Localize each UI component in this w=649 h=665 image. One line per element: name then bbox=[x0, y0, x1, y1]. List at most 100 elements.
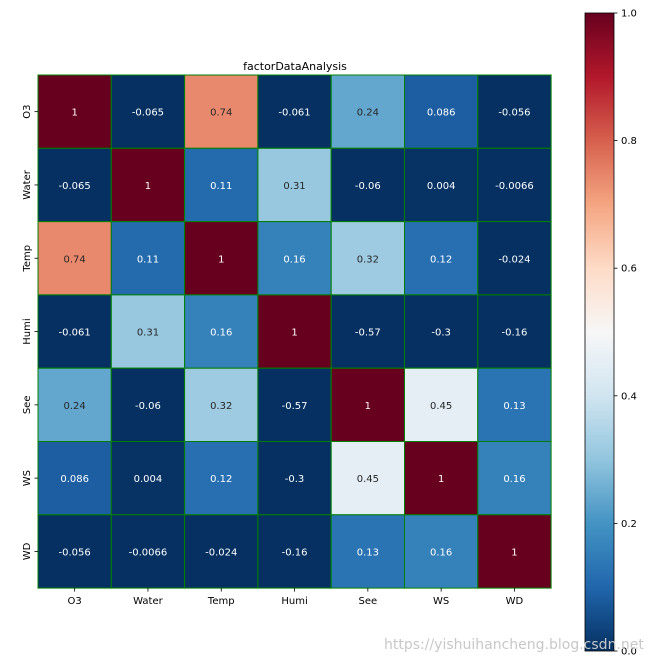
colorbar-tick-label-0.6: 0.6 bbox=[621, 264, 637, 275]
cell-label-Humi-O3: -0.061 bbox=[59, 328, 91, 339]
x-tick-label-See: See bbox=[359, 596, 378, 607]
cell-label-WD-WD: 1 bbox=[511, 547, 517, 558]
chart-title: factorDataAnalysis bbox=[243, 60, 347, 73]
heatmap-cell-Temp-Humi bbox=[257, 221, 332, 296]
heatmap-cell-Humi-WS bbox=[404, 294, 479, 369]
y-axis-ticks: O3 Water Temp Humi See WS WD bbox=[22, 105, 38, 560]
y-tick-label-Temp: Temp bbox=[22, 245, 33, 273]
watermark-text: https://yishuihancheng.blog.csdn.net bbox=[384, 637, 644, 653]
cell-label-Water-See: -0.06 bbox=[355, 181, 381, 192]
heatmap-cell-O3-Humi bbox=[257, 74, 332, 149]
cell-label-Water-O3: -0.065 bbox=[59, 181, 91, 192]
cell-label-O3-See: 0.24 bbox=[357, 108, 379, 119]
cell-label-O3-O3: 1 bbox=[71, 108, 77, 119]
y-tick-label-Water: Water bbox=[22, 169, 33, 199]
y-tick-label-O3: O3 bbox=[22, 105, 33, 119]
heatmap-cell-WD-WS bbox=[404, 514, 479, 589]
cell-label-O3-Water: -0.065 bbox=[132, 108, 164, 119]
x-tick-label-Water: Water bbox=[133, 596, 163, 607]
cell-label-See-Humi: -0.57 bbox=[282, 401, 308, 412]
cell-label-Water-WD: -0.0066 bbox=[495, 181, 534, 192]
heatmap-cell-Humi-Water bbox=[110, 294, 186, 369]
x-axis-ticks: O3 Water Temp Humi See WS WD bbox=[68, 588, 524, 607]
cell-label-Temp-WS: 0.12 bbox=[430, 254, 452, 265]
cell-label-WD-Humi: -0.16 bbox=[282, 547, 308, 558]
cell-label-Water-Humi: 0.31 bbox=[283, 181, 305, 192]
cell-label-Humi-Temp: 0.16 bbox=[210, 328, 232, 339]
heatmap-cell-WS-See bbox=[330, 441, 406, 516]
heatmap-cell-WS-WD bbox=[477, 441, 552, 516]
y-tick-label-WD: WD bbox=[22, 542, 33, 560]
heatmap-cells bbox=[37, 74, 552, 589]
cell-label-WS-Temp: 0.12 bbox=[210, 474, 232, 485]
cell-label-Humi-See: -0.57 bbox=[355, 328, 381, 339]
y-tick-label-WS: WS bbox=[22, 470, 33, 486]
heatmap-cell-O3-See bbox=[330, 74, 406, 149]
heatmap-cell-WS-Temp bbox=[184, 441, 259, 516]
colorbar-tick-label-0.8: 0.8 bbox=[621, 136, 637, 147]
heatmap-cell-Water-Temp bbox=[184, 147, 259, 223]
x-tick-label-Temp: Temp bbox=[207, 596, 235, 607]
x-tick-label-WD: WD bbox=[506, 596, 524, 607]
cell-label-WS-See: 0.45 bbox=[357, 474, 379, 485]
cell-label-Temp-Water: 0.11 bbox=[137, 254, 159, 265]
colorbar-gradient bbox=[584, 12, 615, 652]
heatmap-cell-Temp-See bbox=[330, 221, 406, 296]
cell-label-WS-WS: 1 bbox=[438, 474, 444, 485]
cell-label-WD-O3: -0.056 bbox=[59, 547, 91, 558]
cell-label-Temp-Humi: 0.16 bbox=[283, 254, 305, 265]
heatmap-cell-WD-See bbox=[330, 514, 406, 589]
cell-label-Temp-See: 0.32 bbox=[357, 254, 379, 265]
cell-label-O3-WS: 0.086 bbox=[427, 108, 456, 119]
heatmap-cell-WD-O3 bbox=[37, 514, 112, 589]
y-tick-label-Humi: Humi bbox=[22, 318, 33, 344]
cell-label-WS-Humi: -0.3 bbox=[285, 474, 305, 485]
heatmap-cell-Temp-WS bbox=[404, 221, 479, 296]
heatmap-cell-Humi-Humi bbox=[257, 294, 332, 369]
heatmap-cell-WS-Humi bbox=[257, 441, 332, 516]
colorbar-tick-label-0.4: 0.4 bbox=[621, 391, 637, 402]
heatmap-cell-O3-WS bbox=[404, 74, 479, 149]
cell-label-WS-WD: 0.16 bbox=[503, 474, 525, 485]
colorbar-tick-label-0.2: 0.2 bbox=[621, 519, 637, 530]
cell-label-Temp-O3: 0.74 bbox=[64, 254, 86, 265]
cell-label-WD-Water: -0.0066 bbox=[129, 547, 168, 558]
heatmap-cell-Temp-WD bbox=[477, 221, 552, 296]
cell-label-Humi-WS: -0.3 bbox=[431, 328, 451, 339]
heatmap-cell-Water-See bbox=[330, 147, 406, 223]
cell-label-Water-Water: 1 bbox=[145, 181, 151, 192]
cell-label-See-See: 1 bbox=[365, 401, 371, 412]
heatmap-cell-See-WD bbox=[477, 367, 552, 443]
cell-label-Temp-Temp: 1 bbox=[218, 254, 224, 265]
cell-label-See-WS: 0.45 bbox=[430, 401, 452, 412]
heatmap-cell-WD-Temp bbox=[184, 514, 259, 589]
heatmap-cell-O3-Water bbox=[110, 74, 186, 149]
cell-label-WD-WS: 0.16 bbox=[430, 547, 452, 558]
heatmap-cell-O3-O3 bbox=[37, 74, 112, 149]
cell-label-See-Temp: 0.32 bbox=[210, 401, 232, 412]
colorbar: 0.0 0.2 0.4 0.6 0.8 1.0 bbox=[584, 9, 637, 658]
cell-label-Humi-WD: -0.16 bbox=[502, 328, 528, 339]
cell-label-Water-WS: 0.004 bbox=[427, 181, 456, 192]
heatmap-cell-Temp-Temp bbox=[184, 221, 259, 296]
x-tick-label-Humi: Humi bbox=[281, 596, 307, 607]
heatmap-cell-Water-WS bbox=[404, 147, 479, 223]
heatmap-cell-Temp-Water bbox=[110, 221, 186, 296]
x-tick-label-WS: WS bbox=[433, 596, 449, 607]
heatmap-cell-O3-Temp bbox=[184, 74, 259, 149]
cell-label-Temp-WD: -0.024 bbox=[498, 254, 530, 265]
cell-label-See-O3: 0.24 bbox=[64, 401, 86, 412]
heatmap-cell-See-O3 bbox=[37, 367, 112, 443]
y-tick-label-See: See bbox=[22, 396, 33, 415]
cell-label-Humi-Water: 0.31 bbox=[137, 328, 159, 339]
heatmap-cell-See-Temp bbox=[184, 367, 259, 443]
cell-label-Humi-Humi: 1 bbox=[291, 328, 297, 339]
heatmap-cell-Humi-O3 bbox=[37, 294, 112, 369]
cell-label-O3-Humi: -0.061 bbox=[278, 108, 310, 119]
cell-label-O3-Temp: 0.74 bbox=[210, 108, 232, 119]
cell-label-See-Water: -0.06 bbox=[135, 401, 161, 412]
heatmap-annotations: 1 -0.065 0.74 -0.061 0.24 0.086 -0.056-0.065 1 0… bbox=[59, 108, 534, 559]
cell-label-O3-WD: -0.056 bbox=[498, 108, 530, 119]
cell-label-Water-Temp: 0.11 bbox=[210, 181, 232, 192]
